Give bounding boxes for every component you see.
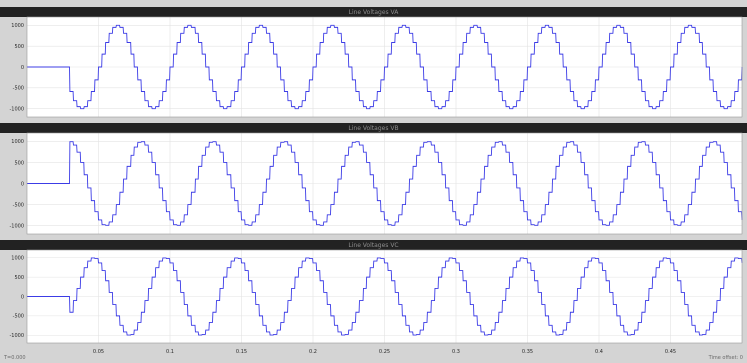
- y-tick-label: 0: [21, 65, 24, 71]
- plot-border: [26, 16, 743, 118]
- scope-panel-3: Line Voltages VC 1000 500 0 -500 -1000: [0, 240, 747, 344]
- panel-title-bar: [0, 123, 747, 133]
- y-tick-label: 1000: [11, 139, 24, 145]
- time-offset-label: T=0.000: [3, 355, 26, 361]
- x-tick-label: 0.4: [595, 349, 603, 355]
- waveform-line: [27, 24, 743, 110]
- scope-panel-2: Line Voltages VB 1000 500 0 -500 -1000: [0, 123, 747, 235]
- panel-title-bar: [0, 7, 747, 17]
- x-tick-label: 0.15: [236, 349, 247, 355]
- y-tick-label: -1000: [9, 106, 24, 112]
- y-tick-label: -1000: [9, 223, 24, 229]
- y-tick-label: 1000: [11, 256, 24, 262]
- y-tick-label: 0: [21, 294, 24, 300]
- y-tick-label: -1000: [9, 333, 24, 339]
- y-tick-label: 1000: [11, 23, 24, 29]
- plot-border: [26, 132, 743, 235]
- x-tick-label: 0.25: [379, 349, 390, 355]
- x-tick-label: 0.3: [452, 349, 460, 355]
- y-tick-label: 0: [21, 181, 24, 187]
- y-tick-label: 500: [14, 160, 24, 166]
- panel-title: Line Voltages VA: [349, 9, 400, 16]
- panel-title: Line Voltages VC: [348, 242, 398, 249]
- status-right-label: Time offset: 0: [708, 355, 743, 361]
- y-tick-label: 500: [14, 44, 24, 50]
- x-tick-label: 0.05: [93, 349, 104, 355]
- y-tick-label: -500: [13, 202, 24, 208]
- plot-border: [26, 249, 743, 344]
- x-tick-label: 0.45: [665, 349, 676, 355]
- waveform-line: [27, 257, 743, 336]
- x-tick-label: 0.1: [166, 349, 174, 355]
- y-tick-label: -500: [13, 86, 24, 92]
- panel-title-bar: [0, 240, 747, 250]
- waveform-line: [27, 141, 743, 226]
- y-tick-label: 500: [14, 275, 24, 281]
- shared-x-axis: 0.05 0.1 0.15 0.2 0.25 0.3 0.35 0.4 0.45: [93, 349, 676, 355]
- scope-panel-1: Line Voltages VA 1000 500 0 -500 -1000: [0, 7, 747, 118]
- panel-title: Line Voltages VB: [348, 125, 398, 132]
- y-tick-label: -500: [13, 314, 24, 320]
- x-tick-label: 0.2: [309, 349, 317, 355]
- x-tick-label: 0.35: [522, 349, 533, 355]
